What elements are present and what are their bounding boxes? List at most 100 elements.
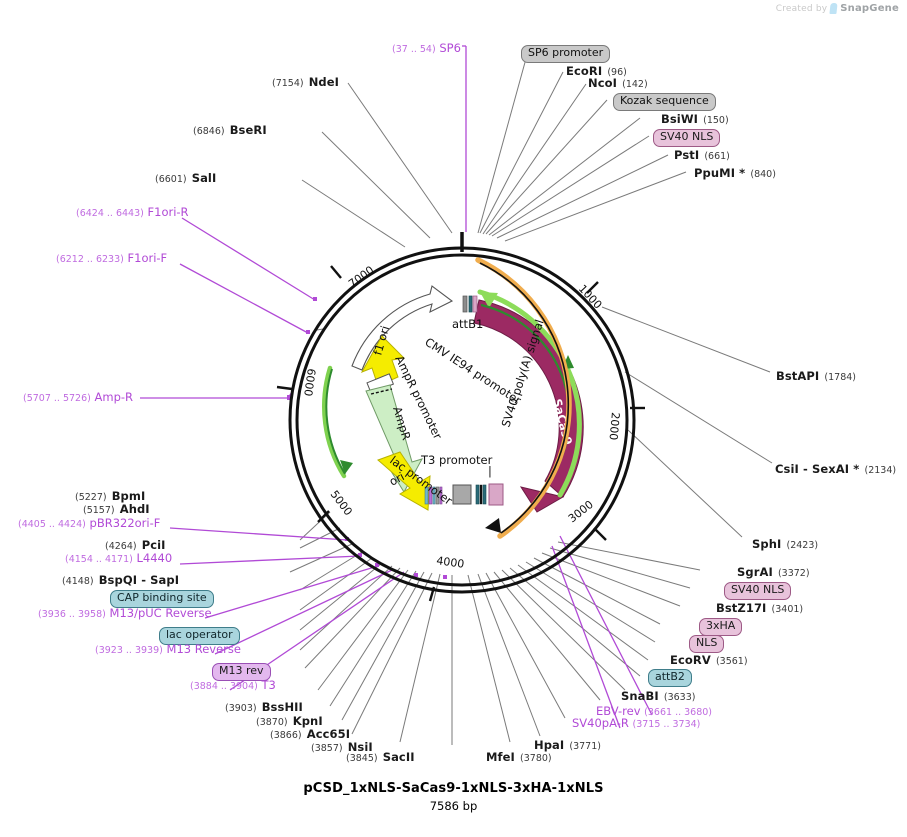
label-primer-sp6[interactable]: (37 .. 54) SP6 bbox=[392, 42, 461, 55]
label-name: NLS bbox=[689, 635, 725, 653]
page-title: pCSD_1xNLS-SaCas9-1xNLS-3xHA-1xNLS bbox=[303, 781, 604, 796]
label-enzyme-bpmi[interactable]: (5227) BpmI bbox=[75, 487, 145, 503]
label-name: HpaI bbox=[534, 738, 565, 752]
feature-cmv-promoter-arrow bbox=[351, 285, 454, 371]
label-pos: (4264) bbox=[105, 541, 137, 552]
label-enzyme-ecorv[interactable]: EcoRV (3561) bbox=[670, 651, 748, 667]
ruler-tick-6000: 6000 bbox=[301, 368, 318, 398]
label-name: MfeI bbox=[486, 750, 515, 764]
label-name: SacII bbox=[382, 750, 415, 764]
label-pos: (3903) bbox=[225, 703, 257, 714]
label-enzyme-mfei[interactable]: MfeI (3780) bbox=[486, 748, 552, 764]
label-pos: (7154) bbox=[272, 78, 304, 89]
leader-lines-bottom bbox=[399, 541, 701, 745]
label-name: L4440 bbox=[136, 551, 173, 565]
ruler-tick-7000: 7000 bbox=[346, 263, 376, 290]
label-pos: (5227) bbox=[75, 492, 107, 503]
label-primer-m13-puc-reverse[interactable]: (3936 .. 3958) M13/pUC Reverse bbox=[38, 606, 212, 620]
label-primer-m13-reverse[interactable]: (3923 .. 3939) M13 Reverse bbox=[95, 643, 241, 656]
feature-label-attb1: attB1 bbox=[452, 317, 483, 331]
feature-arrow-green bbox=[477, 289, 582, 498]
label-name: F1ori-F bbox=[127, 251, 168, 265]
label-badge-m13-rev[interactable]: M13 rev bbox=[212, 661, 271, 681]
label-name: SV40 NLS bbox=[653, 129, 721, 147]
label-enzyme-csii-sexai[interactable]: CsiI - SexAI * (2134) bbox=[775, 460, 896, 476]
label-enzyme-sgrai[interactable]: SgrAI (3372) bbox=[737, 563, 810, 579]
label-pos: (3884 .. 3904) bbox=[190, 681, 258, 692]
label-name: KpnI bbox=[292, 714, 323, 728]
label-pos: (4154 .. 4171) bbox=[65, 554, 133, 565]
label-name: CAP binding site bbox=[110, 590, 214, 608]
label-enzyme-bsshii[interactable]: (3903) BssHII bbox=[225, 698, 303, 714]
label-enzyme-ahdi[interactable]: (5157) AhdI bbox=[83, 500, 150, 516]
label-pos: (3561) bbox=[715, 656, 748, 667]
label-enzyme-nsii[interactable]: (3857) NsiI bbox=[311, 738, 373, 754]
label-pos: (3661 .. 3680) bbox=[644, 707, 713, 718]
label-enzyme-acc65i[interactable]: (3866) Acc65I bbox=[270, 725, 350, 741]
label-enzyme-bstapi[interactable]: BstAPI (1784) bbox=[776, 367, 856, 383]
label-primer-sv40pa-r[interactable]: SV40pA-R (3715 .. 3734) bbox=[572, 717, 700, 730]
plasmid-title-block: pCSD_1xNLS-SaCas9-1xNLS-3xHA-1xNLS 7586 … bbox=[0, 781, 907, 813]
ruler-tick-5000: 5000 bbox=[328, 488, 355, 518]
label-name: SphI bbox=[752, 537, 782, 551]
label-enzyme-hpai[interactable]: HpaI (3771) bbox=[534, 736, 601, 752]
label-name: SalI bbox=[191, 171, 217, 185]
label-pos: (3845) bbox=[346, 753, 378, 764]
label-name: T3 bbox=[261, 678, 276, 692]
label-primer-l4440[interactable]: (4154 .. 4171) L4440 bbox=[65, 551, 173, 565]
watermark-prefix: Created by bbox=[775, 3, 828, 14]
label-name: SgrAI bbox=[737, 565, 773, 579]
label-pos: (3633) bbox=[663, 692, 696, 703]
label-enzyme-kpni[interactable]: (3870) KpnI bbox=[256, 712, 323, 728]
label-enzyme-pcii[interactable]: (4264) PciI bbox=[105, 536, 166, 552]
label-primer-f1ori-r[interactable]: (6424 .. 6443) F1ori-R bbox=[76, 206, 189, 219]
label-badge-nls[interactable]: NLS bbox=[689, 633, 725, 653]
orange-arrow-head bbox=[485, 518, 501, 533]
label-name: SV40 NLS bbox=[724, 582, 792, 600]
label-primer-pbr322ori-f[interactable]: (4405 .. 4424) pBR322ori-F bbox=[18, 517, 160, 530]
label-badge-attb2[interactable]: attB2 bbox=[648, 667, 692, 687]
feature-label-separator: | bbox=[488, 464, 492, 478]
label-enzyme-sali[interactable]: (6601) SalI bbox=[155, 169, 216, 185]
label-enzyme-ppumi[interactable]: PpuMI * (840) bbox=[694, 164, 776, 180]
label-enzyme-bspqi-sapi[interactable]: (4148) BspQI - SapI bbox=[62, 571, 179, 587]
label-primer-amp-r[interactable]: (5707 .. 5726) Amp-R bbox=[23, 391, 133, 404]
label-badge-lac-operator[interactable]: lac operator bbox=[159, 625, 240, 645]
label-pos: (5157) bbox=[83, 505, 115, 516]
label-pos: (6846) bbox=[193, 126, 225, 137]
label-enzyme-ncoi[interactable]: NcoI (142) bbox=[588, 74, 648, 90]
label-primer-t3[interactable]: (3884 .. 3904) T3 bbox=[190, 678, 276, 692]
label-primer-f1ori-f[interactable]: (6212 .. 6233) F1ori-F bbox=[56, 251, 168, 265]
label-enzyme-bstz17i[interactable]: BstZ17I (3401) bbox=[716, 599, 803, 615]
label-badge-cap-binding-site[interactable]: CAP binding site bbox=[110, 588, 214, 608]
label-enzyme-ndei[interactable]: (7154) NdeI bbox=[272, 73, 339, 89]
feature-blocks-bottom bbox=[424, 483, 504, 506]
label-enzyme-ecori[interactable]: EcoRI (96) bbox=[566, 62, 627, 78]
feature-arc-ampr-green-dark bbox=[325, 368, 346, 475]
label-enzyme-sacii[interactable]: (3845) SacII bbox=[346, 748, 415, 764]
label-name: PciI bbox=[141, 538, 166, 552]
label-badge-sv40-nls-top[interactable]: SV40 NLS bbox=[653, 127, 721, 147]
label-badge-sp6-promoter[interactable]: SP6 promoter bbox=[521, 43, 611, 63]
label-pos: (150) bbox=[703, 115, 729, 126]
feature-blocks-top bbox=[462, 295, 478, 313]
label-name: lac operator bbox=[159, 627, 240, 645]
label-enzyme-psti[interactable]: PstI (661) bbox=[674, 146, 730, 162]
label-pos: (6212 .. 6233) bbox=[56, 254, 124, 265]
label-badge-kozak-sequence[interactable]: Kozak sequence bbox=[613, 91, 716, 111]
label-primer-ebv-rev[interactable]: EBV-rev (3661 .. 3680) bbox=[596, 705, 713, 718]
label-enzyme-bseri[interactable]: (6846) BseRI bbox=[193, 121, 267, 137]
ampr-arc-arrow-head bbox=[340, 460, 353, 474]
label-name: Acc65I bbox=[306, 727, 351, 741]
label-name: EcoRV bbox=[670, 653, 711, 667]
label-enzyme-snabi[interactable]: SnaBI (3633) bbox=[621, 687, 695, 703]
label-pos: (661) bbox=[704, 151, 730, 162]
label-enzyme-bsiwi[interactable]: BsiWI (150) bbox=[661, 110, 729, 126]
label-name: BseRI bbox=[229, 123, 267, 137]
label-enzyme-sphi[interactable]: SphI (2423) bbox=[752, 535, 818, 551]
label-name: BstZ17I bbox=[716, 601, 767, 615]
label-name: M13/pUC Reverse bbox=[109, 606, 212, 620]
label-badge-sv40-nls-bottom[interactable]: SV40 NLS bbox=[724, 580, 792, 600]
ruler-tick-2000: 2000 bbox=[607, 412, 622, 441]
